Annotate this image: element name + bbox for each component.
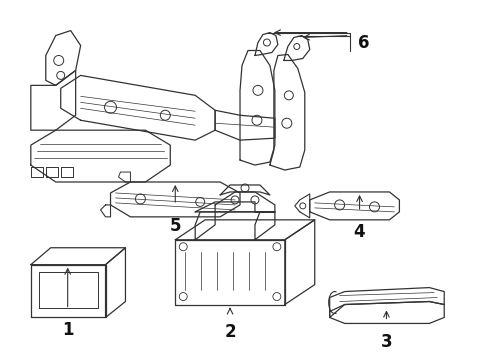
Polygon shape (270, 54, 305, 170)
Polygon shape (195, 202, 275, 212)
Text: 4: 4 (354, 223, 366, 241)
Polygon shape (31, 265, 105, 318)
Polygon shape (285, 220, 315, 305)
Polygon shape (61, 75, 215, 140)
Polygon shape (175, 240, 285, 305)
Text: 1: 1 (62, 321, 74, 339)
Polygon shape (31, 248, 125, 265)
Polygon shape (46, 31, 81, 85)
Text: 5: 5 (170, 217, 181, 235)
Polygon shape (240, 50, 275, 165)
Polygon shape (284, 36, 310, 60)
Polygon shape (215, 110, 275, 140)
Text: 3: 3 (381, 333, 392, 351)
Polygon shape (175, 220, 315, 240)
Polygon shape (46, 167, 58, 177)
Polygon shape (330, 288, 444, 318)
Polygon shape (330, 302, 444, 323)
Polygon shape (100, 205, 111, 217)
Polygon shape (31, 130, 171, 182)
Polygon shape (295, 194, 310, 218)
Polygon shape (195, 212, 215, 240)
Polygon shape (310, 192, 399, 220)
Polygon shape (31, 167, 43, 177)
Text: 6: 6 (358, 33, 369, 51)
Polygon shape (111, 182, 240, 217)
Text: 2: 2 (224, 323, 236, 341)
Polygon shape (215, 192, 275, 212)
Polygon shape (105, 248, 125, 318)
Polygon shape (31, 71, 75, 130)
Polygon shape (220, 185, 270, 195)
Polygon shape (255, 32, 278, 55)
Polygon shape (119, 172, 130, 182)
Polygon shape (61, 167, 73, 177)
Polygon shape (255, 212, 275, 240)
